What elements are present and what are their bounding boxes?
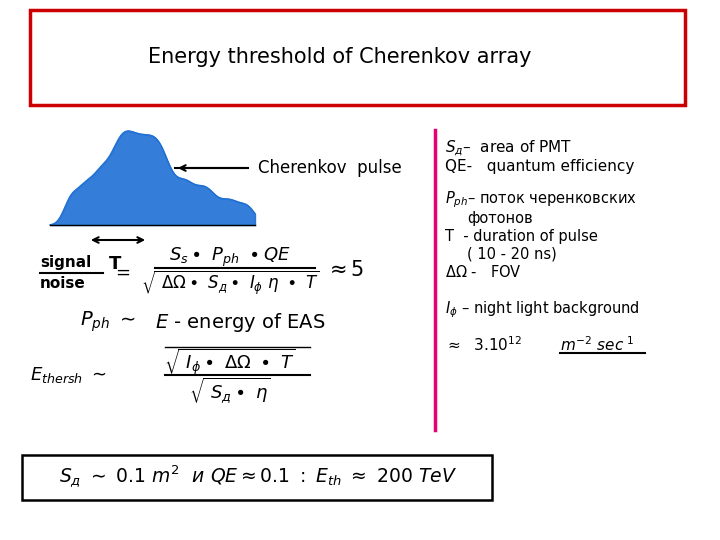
Text: фотонов: фотонов xyxy=(467,211,533,226)
Text: $S_s\bullet\ P_{ph}\ \bullet QE$: $S_s\bullet\ P_{ph}\ \bullet QE$ xyxy=(169,245,291,268)
FancyBboxPatch shape xyxy=(22,455,492,500)
Text: $\sqrt{\ \Delta\Omega\bullet\ S_д\bullet\ I_\phi\ \eta\ \bullet\ T}$: $\sqrt{\ \Delta\Omega\bullet\ S_д\bullet… xyxy=(140,269,320,297)
Text: signal: signal xyxy=(40,255,91,271)
Text: $m^{-2}\ sec^{\ 1}$: $m^{-2}\ sec^{\ 1}$ xyxy=(560,336,634,354)
Text: T  - duration of pulse: T - duration of pulse xyxy=(445,228,598,244)
Text: =: = xyxy=(115,264,130,282)
Text: $S_д\ \sim\ 0.1\ m^2\ \ и\ QE\approx 0.1\ :\ E_{th}\ \approx\ 200\ TeV$: $S_д\ \sim\ 0.1\ m^2\ \ и\ QE\approx 0.1… xyxy=(59,464,457,490)
Text: $E\ $- energy of EAS: $E\ $- energy of EAS xyxy=(155,310,325,334)
FancyBboxPatch shape xyxy=(30,10,685,105)
Text: noise: noise xyxy=(40,275,86,291)
Text: Cherenkov  pulse: Cherenkov pulse xyxy=(258,159,402,177)
Text: ( 10 - 20 ns): ( 10 - 20 ns) xyxy=(467,246,557,261)
Text: $E_{thersh}\ \sim$: $E_{thersh}\ \sim$ xyxy=(30,365,107,385)
Text: QE-   quantum efficiency: QE- quantum efficiency xyxy=(445,159,634,174)
Text: $\approx 5$: $\approx 5$ xyxy=(325,260,364,280)
Text: $\Delta\Omega$ -   FOV: $\Delta\Omega$ - FOV xyxy=(445,264,522,280)
Text: $S_д$–  area of PMT: $S_д$– area of PMT xyxy=(445,138,572,158)
Text: $P_{ph}$– поток черенковских: $P_{ph}$– поток черенковских xyxy=(445,190,637,210)
Text: $\sqrt{\ I_\phi\bullet\ \Delta\Omega\ \bullet\ T}$: $\sqrt{\ I_\phi\bullet\ \Delta\Omega\ \b… xyxy=(164,347,296,377)
Text: Energy threshold of Cherenkov array: Energy threshold of Cherenkov array xyxy=(148,47,532,67)
Text: $P_{ph}\ \sim$: $P_{ph}\ \sim$ xyxy=(80,310,136,334)
Text: $\approx\ \ 3.10^{12}$: $\approx\ \ 3.10^{12}$ xyxy=(445,336,522,354)
Text: $\sqrt{\ S_д\bullet\ \eta}$: $\sqrt{\ S_д\bullet\ \eta}$ xyxy=(189,375,271,405)
Text: T: T xyxy=(109,255,121,273)
Text: $I_\phi$ – night light background: $I_\phi$ – night light background xyxy=(445,300,640,320)
